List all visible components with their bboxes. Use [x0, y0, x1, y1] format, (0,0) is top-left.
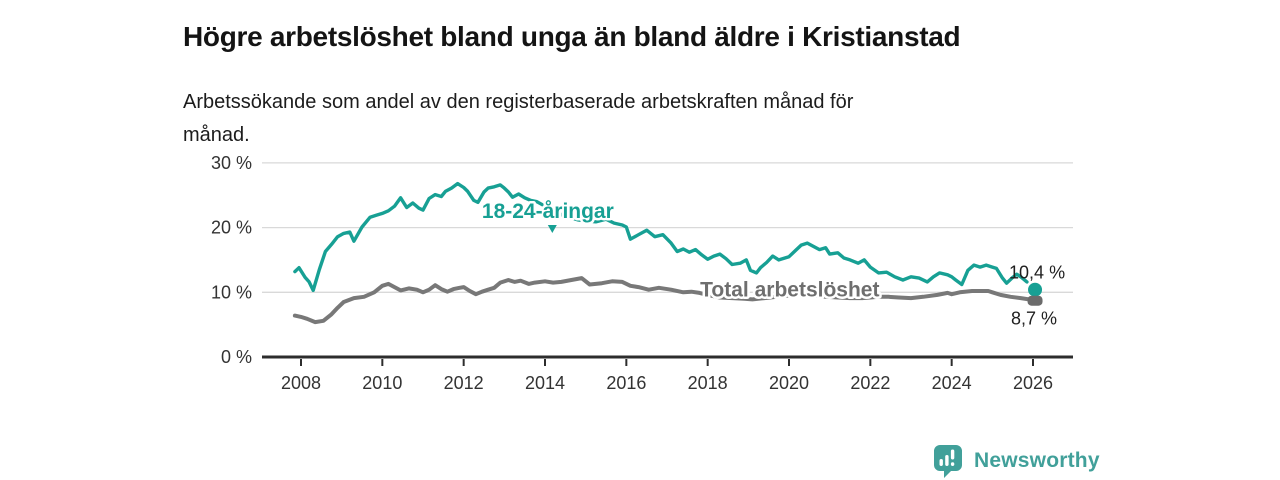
- x-tick-label: 2016: [606, 373, 646, 393]
- x-tick-label: 2010: [362, 373, 402, 393]
- series-line-youth-18-24: [293, 181, 1023, 293]
- y-tick-label: 30 %: [211, 153, 252, 173]
- series-label-caret-youth-18-24: [547, 224, 557, 233]
- series-endpoint-youth-18-24: [1028, 282, 1043, 297]
- x-tick-label: 2008: [281, 373, 321, 393]
- series-line-total: [292, 276, 1037, 325]
- x-tick-label: 2026: [1013, 373, 1053, 393]
- y-tick-label: 10 %: [211, 282, 252, 302]
- y-tick-label: 0 %: [221, 347, 252, 367]
- x-tick-label: 2014: [525, 373, 565, 393]
- newsworthy-logo-icon: [934, 445, 962, 478]
- page-title: Högre arbetslöshet bland unga än bland ä…: [183, 20, 961, 52]
- x-tick-label: 2024: [932, 373, 972, 393]
- series-label-total: Total arbetslöshet: [700, 279, 879, 302]
- chart-subtitle: Arbetssökande som andel av den registerb…: [183, 91, 854, 146]
- newsworthy-brand: Newsworthy: [931, 444, 1100, 478]
- y-tick-label: 20 %: [211, 218, 252, 238]
- x-tick-label: 2018: [688, 373, 728, 393]
- x-tick-label: 2020: [769, 373, 809, 393]
- end-value-label-youth-18-24: 10,4 %: [1009, 263, 1065, 283]
- x-tick-label: 2012: [444, 373, 484, 393]
- newsworthy-brand-text: Newsworthy: [974, 449, 1100, 472]
- x-tick-label: 2022: [850, 373, 890, 393]
- series-label-youth-18-24: 18-24-åringar: [482, 200, 614, 223]
- end-value-label-total: 8,7 %: [1011, 309, 1057, 329]
- series-endpoint-total: [1027, 295, 1043, 306]
